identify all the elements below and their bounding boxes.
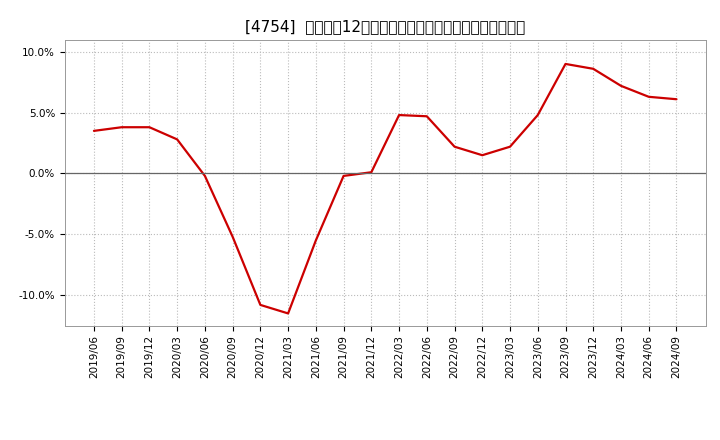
Title: [4754]  売上高の12か月移動合計の対前年同期増減率の推移: [4754] 売上高の12か月移動合計の対前年同期増減率の推移 [245,19,526,34]
